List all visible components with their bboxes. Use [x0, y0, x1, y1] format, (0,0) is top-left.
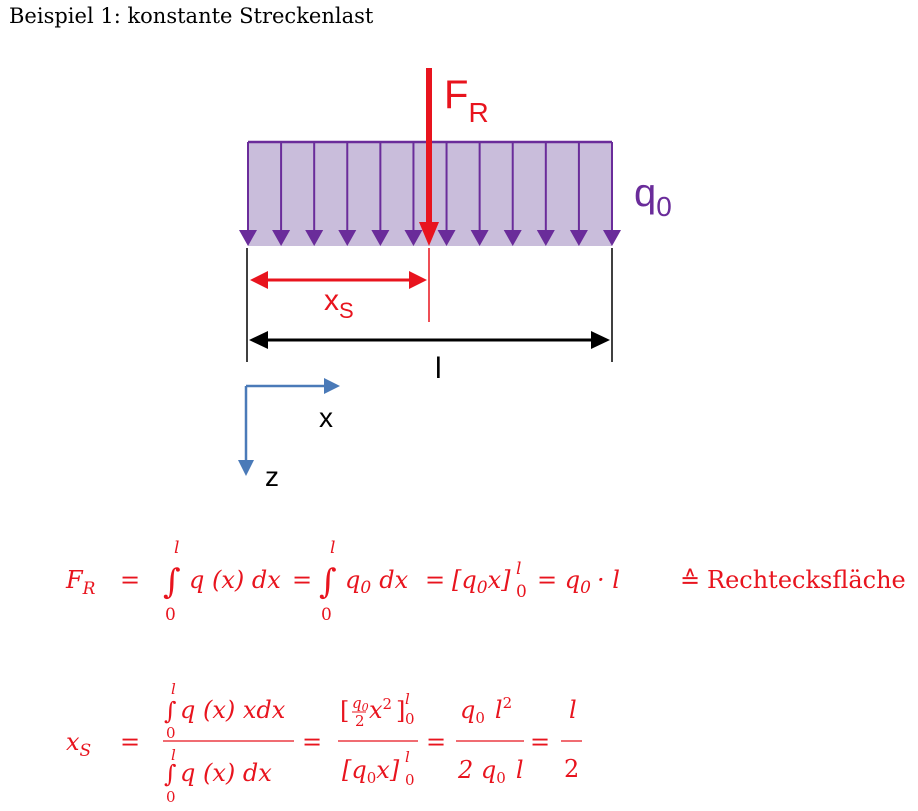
load-arrow-head: [503, 230, 522, 246]
svg-text:0: 0: [166, 724, 176, 742]
svg-text:∫: ∫: [164, 760, 177, 788]
svg-text:l: l: [405, 690, 410, 708]
load-arrow-head: [437, 230, 456, 246]
svg-text:2: 2: [564, 755, 579, 783]
equation-centroid: xS = ∫ l 0 q (x) xdx ∫ l 0 q (x) dx = [ …: [66, 680, 582, 806]
svg-text:[: [: [340, 697, 349, 725]
svg-text:Rechtecksfläche: Rechtecksfläche: [707, 566, 906, 594]
equation-resultant: FR = ∫ l 0 q (x) dx = ∫ l 0 q0 dx = [q0x]…: [65, 538, 906, 625]
svg-text:l: l: [171, 746, 176, 764]
load-diagram: FR q0 xS l x z: [238, 68, 672, 492]
svg-text:2: 2: [355, 712, 365, 730]
svg-text:∫: ∫: [164, 697, 177, 725]
svg-text:=: =: [120, 566, 140, 594]
svg-text:≙: ≙: [680, 566, 700, 594]
resultant-force-head: [419, 222, 439, 246]
axis-x-arrow: [324, 378, 340, 394]
svg-text:l: l: [171, 680, 176, 698]
svg-text:=: =: [425, 566, 445, 594]
svg-text:[q0x]: [q0x]: [452, 566, 511, 598]
svg-text:=: =: [120, 728, 140, 756]
load-arrow-head: [305, 230, 324, 246]
svg-text:0: 0: [516, 582, 527, 602]
centroid-arrow-right: [409, 271, 427, 289]
svg-text:0: 0: [405, 771, 415, 789]
load-arrows: [239, 142, 621, 246]
svg-text:xS: xS: [66, 728, 91, 761]
svg-text:[q0x]: [q0x]: [342, 756, 400, 787]
svg-text:0: 0: [166, 788, 176, 806]
axis-x-label: x: [319, 402, 333, 433]
svg-text:x2: x2: [369, 695, 392, 724]
load-arrow-head: [536, 230, 555, 246]
resultant-force-label: FR: [444, 73, 489, 128]
svg-text:=: =: [302, 728, 322, 756]
svg-text:q (x) dx: q (x) dx: [189, 566, 281, 594]
page-title: Beispiel 1: konstante Streckenlast: [9, 4, 374, 28]
length-arrow-left: [249, 331, 268, 349]
svg-text:FR: FR: [65, 566, 96, 599]
svg-text:l: l: [174, 538, 179, 558]
svg-text:0: 0: [405, 710, 415, 728]
svg-text:= q0· l: = q0 · l: [537, 566, 620, 598]
length-arrow-right: [591, 331, 610, 349]
svg-text:l: l: [330, 538, 335, 558]
load-label: q0: [634, 171, 672, 222]
load-arrow-head: [272, 230, 291, 246]
load-arrow-head: [404, 230, 423, 246]
svg-text:l: l: [569, 696, 577, 724]
centroid-label: xS: [324, 284, 354, 323]
load-arrow-head: [470, 230, 489, 246]
svg-text:∫: ∫: [319, 562, 337, 602]
svg-text:0: 0: [321, 605, 332, 625]
svg-text:0: 0: [165, 605, 176, 625]
centroid-arrow-left: [250, 271, 268, 289]
length-label: l: [435, 352, 442, 385]
svg-text:∫: ∫: [163, 562, 181, 602]
svg-text:q (x) xdx: q (x) xdx: [180, 696, 286, 724]
svg-text:=: =: [292, 566, 312, 594]
svg-text:=: =: [426, 728, 446, 756]
svg-text:2 q0l: 2 q0 l: [457, 756, 524, 787]
load-arrow-head: [371, 230, 390, 246]
svg-text:l: l: [405, 748, 410, 766]
svg-text:q0: q0: [352, 694, 369, 714]
svg-text:l: l: [516, 559, 521, 579]
load-arrow-head: [569, 230, 588, 246]
svg-text:q (x) dx: q (x) dx: [180, 759, 272, 787]
svg-text:]: ]: [396, 697, 405, 725]
axis-z-label: z: [265, 461, 279, 492]
load-arrow-head: [338, 230, 357, 246]
axis-z-arrow: [238, 460, 254, 476]
load-arrow-head: [239, 230, 257, 246]
svg-text:=: =: [530, 728, 550, 756]
load-arrow-head: [603, 230, 621, 246]
